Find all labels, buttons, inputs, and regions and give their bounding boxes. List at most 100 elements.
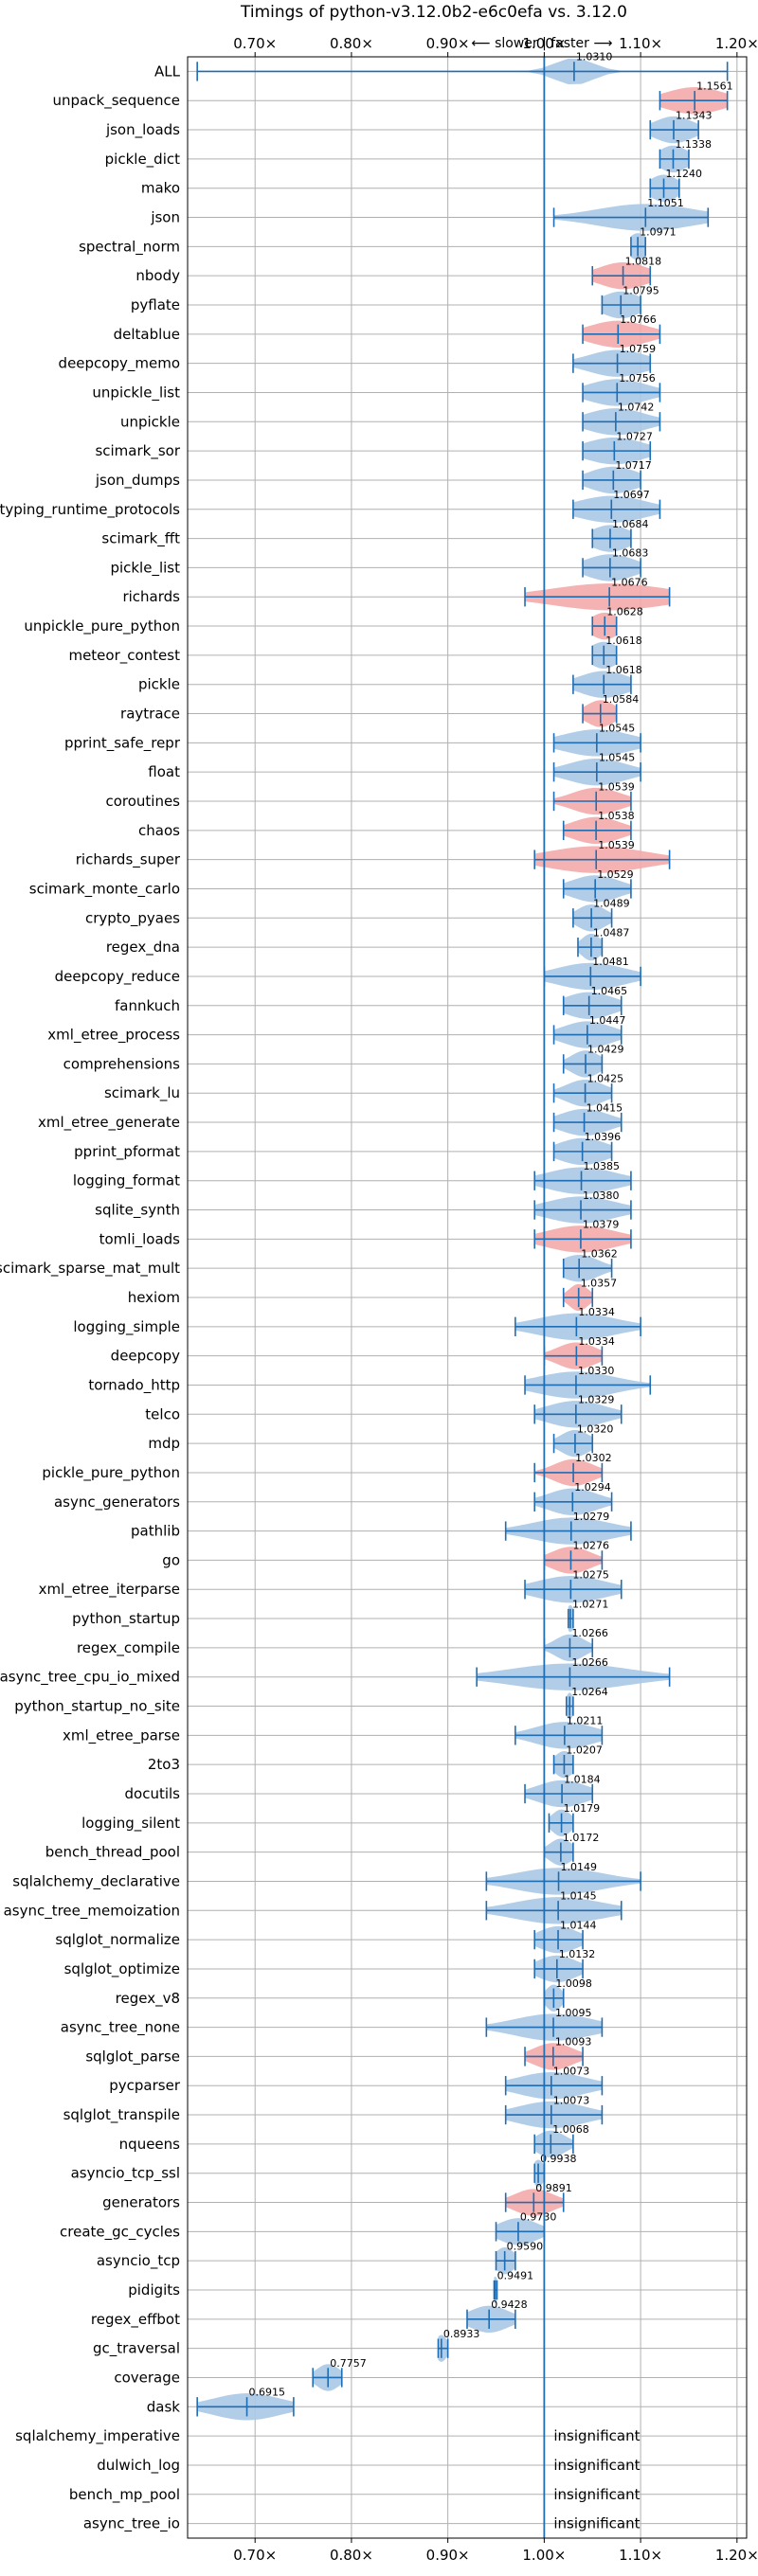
category-label: raytrace (120, 706, 180, 723)
category-label: scimark_monte_carlo (29, 880, 180, 898)
value-label: 0.9891 (535, 2182, 572, 2194)
insignificant-label: insignificant (553, 2427, 640, 2444)
category-label: logging_simple (73, 1318, 180, 1336)
category-label: async_tree_none (61, 2019, 180, 2037)
category-label: json (150, 209, 180, 226)
value-label: 1.0971 (640, 226, 677, 239)
category-label: telco (145, 1405, 180, 1422)
value-label: 1.0584 (603, 693, 640, 706)
insignificant-label: insignificant (553, 2457, 640, 2474)
insignificant-label: insignificant (553, 2486, 640, 2503)
category-label: pidigits (128, 2281, 180, 2299)
value-label: 1.0489 (593, 898, 630, 910)
category-label: deltablue (114, 326, 180, 343)
category-label: async_tree_cpu_io_mixed (0, 1669, 180, 1687)
value-label: 0.9590 (507, 2240, 544, 2252)
category-label: float (148, 763, 180, 780)
category-label: scimark_lu (104, 1084, 180, 1102)
value-label: 1.0271 (572, 1598, 609, 1610)
value-label: 1.0676 (611, 577, 648, 589)
value-label: 1.0093 (555, 2036, 592, 2048)
value-label: 1.0539 (598, 839, 635, 851)
value-label: 1.0302 (575, 1452, 612, 1464)
value-label: 1.0275 (572, 1569, 609, 1582)
category-label: regex_dna (106, 939, 180, 957)
category-label: sqlalchemy_imperative (15, 2427, 180, 2445)
category-label: 2to3 (148, 1756, 180, 1773)
value-label: 0.9938 (540, 2153, 577, 2165)
value-label: 1.0266 (571, 1627, 608, 1639)
value-label: 1.0529 (597, 868, 634, 881)
x-tick-label-bottom: 1.10× (619, 2547, 662, 2564)
category-label: hexiom (128, 1289, 180, 1306)
value-label: 1.0211 (567, 1715, 604, 1727)
value-label: 1.0320 (577, 1422, 614, 1435)
value-label: 1.0068 (552, 2123, 589, 2136)
category-label: logging_format (73, 1172, 180, 1190)
category-label: xml_etree_parse (63, 1726, 180, 1744)
value-label: 1.1343 (676, 109, 713, 121)
value-label: 0.8933 (443, 2328, 480, 2340)
value-label: 0.7757 (330, 2357, 367, 2370)
category-label: regex_compile (77, 1639, 180, 1657)
value-label: 1.0429 (587, 1044, 624, 1056)
category-label: pycparser (109, 2077, 181, 2094)
category-label: tornado_http (88, 1376, 180, 1394)
value-label: 0.9730 (520, 2211, 557, 2224)
value-label: 1.0266 (571, 1656, 608, 1669)
category-label: meteor_contest (68, 647, 180, 665)
value-label: 0.9491 (497, 2269, 534, 2281)
category-label: asyncio_tcp_ssl (71, 2165, 180, 2183)
x-tick-label-top: 1.00× (522, 35, 566, 52)
category-label: asyncio_tcp (97, 2252, 180, 2270)
category-label: bench_thread_pool (45, 1844, 180, 1862)
category-label: xml_etree_generate (38, 1114, 180, 1132)
value-label: 1.0207 (566, 1744, 603, 1756)
value-label: 1.0618 (605, 664, 642, 676)
category-label: create_gc_cycles (60, 2223, 180, 2241)
category-label: pprint_pformat (74, 1143, 180, 1161)
category-label: unpickle_pure_python (24, 617, 180, 635)
value-label: 1.0279 (573, 1511, 610, 1523)
category-label: json_loads (105, 121, 180, 139)
category-label: deepcopy_memo (59, 355, 180, 373)
category-label: sqlite_synth (95, 1202, 180, 1220)
category-label: sqlglot_optimize (64, 1960, 180, 1978)
category-label: xml_etree_iterparse (39, 1581, 180, 1599)
category-label: async_tree_io (83, 2515, 180, 2533)
category-label: comprehensions (63, 1055, 181, 1072)
category-label: pyflate (131, 296, 180, 313)
category-label: scimark_sparse_mat_mult (0, 1260, 180, 1278)
value-label: 1.0357 (581, 1277, 618, 1289)
value-label: 1.0727 (616, 430, 653, 442)
x-tick-label-top: 0.90× (426, 35, 470, 52)
category-label: async_generators (54, 1494, 180, 1512)
value-label: 1.0487 (593, 926, 630, 939)
x-tick-label-top: 1.20× (715, 35, 758, 52)
category-label: mako (141, 180, 180, 197)
value-label: 1.0539 (598, 780, 635, 793)
category-label: dulwich_log (97, 2457, 180, 2475)
value-label: 1.0149 (561, 1861, 598, 1873)
category-label: logging_silent (81, 1815, 180, 1833)
category-label: ALL (154, 63, 181, 80)
value-label: 1.0294 (574, 1481, 611, 1494)
value-label: 1.0545 (599, 751, 636, 763)
x-axis-top: 0.70× 0.80× 0.90× 1.00× 1.10× 1.20× (233, 35, 758, 57)
category-label: pickle (138, 676, 180, 693)
plot-frame (187, 56, 748, 2539)
category-label: coroutines (105, 793, 180, 810)
x-tick-label-top: 1.10× (619, 35, 662, 52)
category-label: mdp (148, 1435, 180, 1452)
category-label: pickle_list (110, 559, 180, 577)
category-label: unpickle (120, 413, 180, 430)
value-label: 1.0329 (578, 1394, 615, 1406)
value-label: 1.0172 (563, 1832, 600, 1844)
value-label: 1.0396 (585, 1131, 622, 1143)
value-label: 1.0538 (598, 810, 635, 822)
value-label: 1.0362 (581, 1247, 618, 1260)
category-label: gc_traversal (93, 2340, 180, 2358)
value-label: 1.0334 (578, 1306, 615, 1318)
value-label: 1.0073 (553, 2094, 590, 2106)
category-label: regex_effbot (91, 2311, 180, 2329)
